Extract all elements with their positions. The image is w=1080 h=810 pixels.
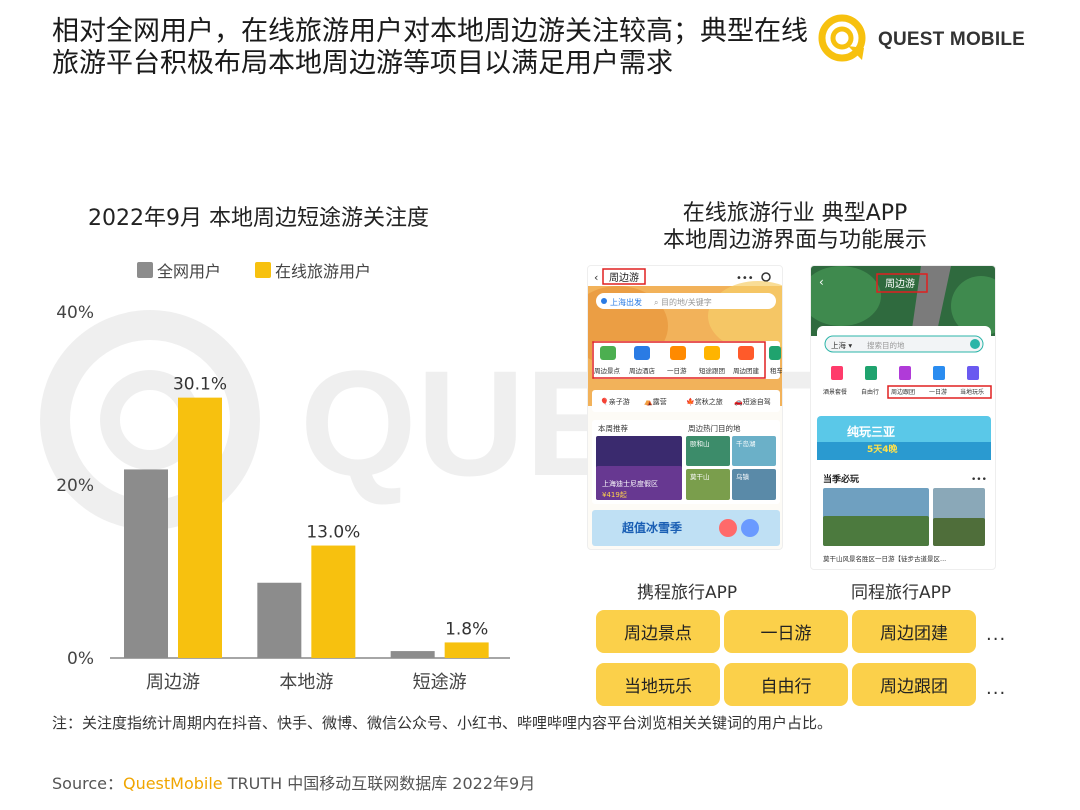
questmobile-logo-icon (818, 14, 866, 62)
source-line: Source：QuestMobile TRUTH 中国移动互联网数据库 2022… (52, 770, 535, 794)
chart-legend: 全网用户 在线旅游用户 (137, 258, 371, 282)
bar-travel-users (444, 642, 489, 658)
svg-text:乌镇: 乌镇 (736, 472, 750, 481)
legend-item-travel-users: 在线旅游用户 (255, 258, 371, 282)
svg-text:短途跟团: 短途跟团 (699, 366, 725, 375)
y-tick-label: 20% (56, 476, 94, 496)
page-title: 相对全网用户，在线旅游用户对本地周边游关注较高；典型在线 旅游平台积极布局本地周… (52, 16, 822, 80)
svg-text:莫干山: 莫干山 (690, 472, 710, 481)
legend-label: 在线旅游用户 (275, 262, 372, 281)
svg-text:酒景套餐: 酒景套餐 (823, 388, 847, 396)
tongcheng-screen: ‹ 周边游 上海 ▾ 搜索目的地 酒景套餐 自由行 周边跟团 一日游 当地玩乐 … (811, 266, 995, 566)
bar-all-users (257, 582, 302, 658)
data-label: 1.8% (445, 619, 488, 639)
svg-text:•••: ••• (971, 475, 987, 485)
right-title-line-2: 本地周边游界面与功能展示 (662, 228, 927, 253)
x-tick-label: 周边游 (146, 672, 200, 693)
svg-text:¥419起: ¥419起 (602, 491, 627, 499)
svg-text:上海 ▾: 上海 ▾ (831, 340, 852, 350)
ctrip-screenshot: ‹ 周边游 ••• 上海出发 ⌕ 目的地/关键字 周边景点 周边酒店 一日游 短… (587, 265, 783, 550)
tongcheng-app-label: 同程旅行APP (851, 583, 952, 603)
svg-text:🍁赏秋之旅: 🍁赏秋之旅 (686, 397, 723, 406)
x-tick-label: 本地游 (279, 672, 333, 693)
title-line-1: 相对全网用户，在线旅游用户对本地周边游关注较高；典型在线 (52, 16, 808, 47)
legend-swatch-yellow (255, 262, 272, 278)
legend-swatch-gray (137, 262, 153, 278)
footnote: 注：关注度指统计周期内在抖音、快手、微博、微信公众号、小红书、哔哩哔哩内容平台浏… (52, 714, 833, 732)
more-ellipsis: ... (986, 678, 1007, 699)
legend-item-all-users: 全网用户 (137, 258, 221, 282)
svg-text:‹: ‹ (594, 271, 598, 284)
svg-text:⛺露营: ⛺露营 (644, 397, 667, 406)
svg-text:⌕ 目的地/关键字: ⌕ 目的地/关键字 (654, 297, 712, 307)
bar-all-users (124, 469, 168, 658)
questmobile-logo: QUEST MOBILE (818, 14, 1025, 66)
ctrip-app-label: 携程旅行APP (637, 583, 738, 603)
svg-text:周边跟团: 周边跟团 (891, 388, 915, 396)
source-rest: TRUTH 中国移动互联网数据库 2022年9月 (222, 774, 536, 793)
svg-text:纯玩三亚: 纯玩三亚 (847, 424, 895, 439)
svg-text:上海迪士尼度假区: 上海迪士尼度假区 (602, 479, 658, 488)
y-tick-label: 40% (56, 303, 94, 323)
svg-text:搜索目的地: 搜索目的地 (867, 340, 905, 350)
logo-text: QUEST MOBILE (878, 29, 1026, 50)
svg-text:5天4晚: 5天4晚 (867, 443, 898, 455)
bar-chart: 0% 20% 40% 30.1% 周边游 13.0% 本地游 1.8% 短途游 (56, 303, 510, 693)
tongcheng-screenshot: ‹ 周边游 上海 ▾ 搜索目的地 酒景套餐 自由行 周边跟团 一日游 当地玩乐 … (810, 265, 996, 570)
x-tick-label: 短途游 (413, 672, 467, 693)
svg-text:自由行: 自由行 (861, 388, 879, 396)
svg-text:周边景点: 周边景点 (594, 367, 621, 375)
feature-tags: 周边景点 一日游 周边团建 当地玩乐 自由行 周边跟团 (596, 610, 976, 706)
svg-text:当季必玩: 当季必玩 (823, 473, 859, 485)
bar-all-users (390, 651, 435, 658)
svg-text:🚗短途自驾: 🚗短途自驾 (734, 397, 771, 406)
bar-travel-users (178, 397, 222, 658)
svg-text:🎈亲子游: 🎈亲子游 (600, 397, 630, 406)
svg-text:一日游: 一日游 (667, 366, 687, 375)
svg-text:•••: ••• (736, 273, 754, 284)
svg-text:莫干山风景名胜区一日游【徒步古道景区...: 莫干山风景名胜区一日游【徒步古道景区... (823, 554, 946, 563)
right-panel-title: 在线旅游行业 典型APP 本地周边游界面与功能展示 (620, 200, 970, 254)
svg-text:租车: 租车 (770, 366, 783, 375)
bar-travel-users (311, 545, 356, 658)
source-brand: QuestMobile (122, 774, 223, 793)
feature-tag: 周边团建 (852, 610, 976, 653)
right-title-line-1: 在线旅游行业 典型APP (682, 201, 908, 226)
svg-text:周边游: 周边游 (609, 271, 639, 284)
chart-title: 2022年9月 本地周边短途游关注度 (88, 206, 429, 231)
svg-text:一日游: 一日游 (929, 388, 947, 396)
svg-text:‹: ‹ (819, 275, 824, 289)
svg-text:颐和山: 颐和山 (690, 439, 710, 448)
y-tick-label: 0% (67, 649, 94, 669)
data-label: 13.0% (306, 523, 360, 543)
source-prefix: Source： (52, 774, 123, 793)
svg-text:当地玩乐: 当地玩乐 (960, 388, 984, 396)
svg-text:周边酒店: 周边酒店 (629, 366, 656, 375)
svg-text:上海出发: 上海出发 (610, 297, 642, 307)
legend-label: 全网用户 (157, 262, 222, 281)
svg-text:周边热门目的地: 周边热门目的地 (688, 423, 741, 433)
feature-tag: 当地玩乐 (596, 663, 720, 706)
svg-text:周边游: 周边游 (885, 277, 915, 290)
data-label: 30.1% (173, 375, 227, 395)
ctrip-screen: ‹ 周边游 ••• 上海出发 ⌕ 目的地/关键字 周边景点 周边酒店 一日游 短… (588, 266, 783, 546)
svg-text:千岛湖: 千岛湖 (736, 439, 756, 448)
feature-tag: 周边景点 (596, 610, 720, 653)
svg-text:周边团建: 周边团建 (733, 366, 760, 375)
more-ellipsis: ... (986, 624, 1007, 645)
feature-tag: 一日游 (724, 610, 848, 653)
svg-text:本周推荐: 本周推荐 (598, 423, 628, 433)
feature-tag: 自由行 (724, 663, 848, 706)
feature-tag: 周边跟团 (852, 663, 976, 706)
title-line-2: 旅游平台积极布局本地周边游等项目以满足用户需求 (52, 48, 673, 79)
svg-text:超值冰雪季: 超值冰雪季 (621, 520, 683, 535)
